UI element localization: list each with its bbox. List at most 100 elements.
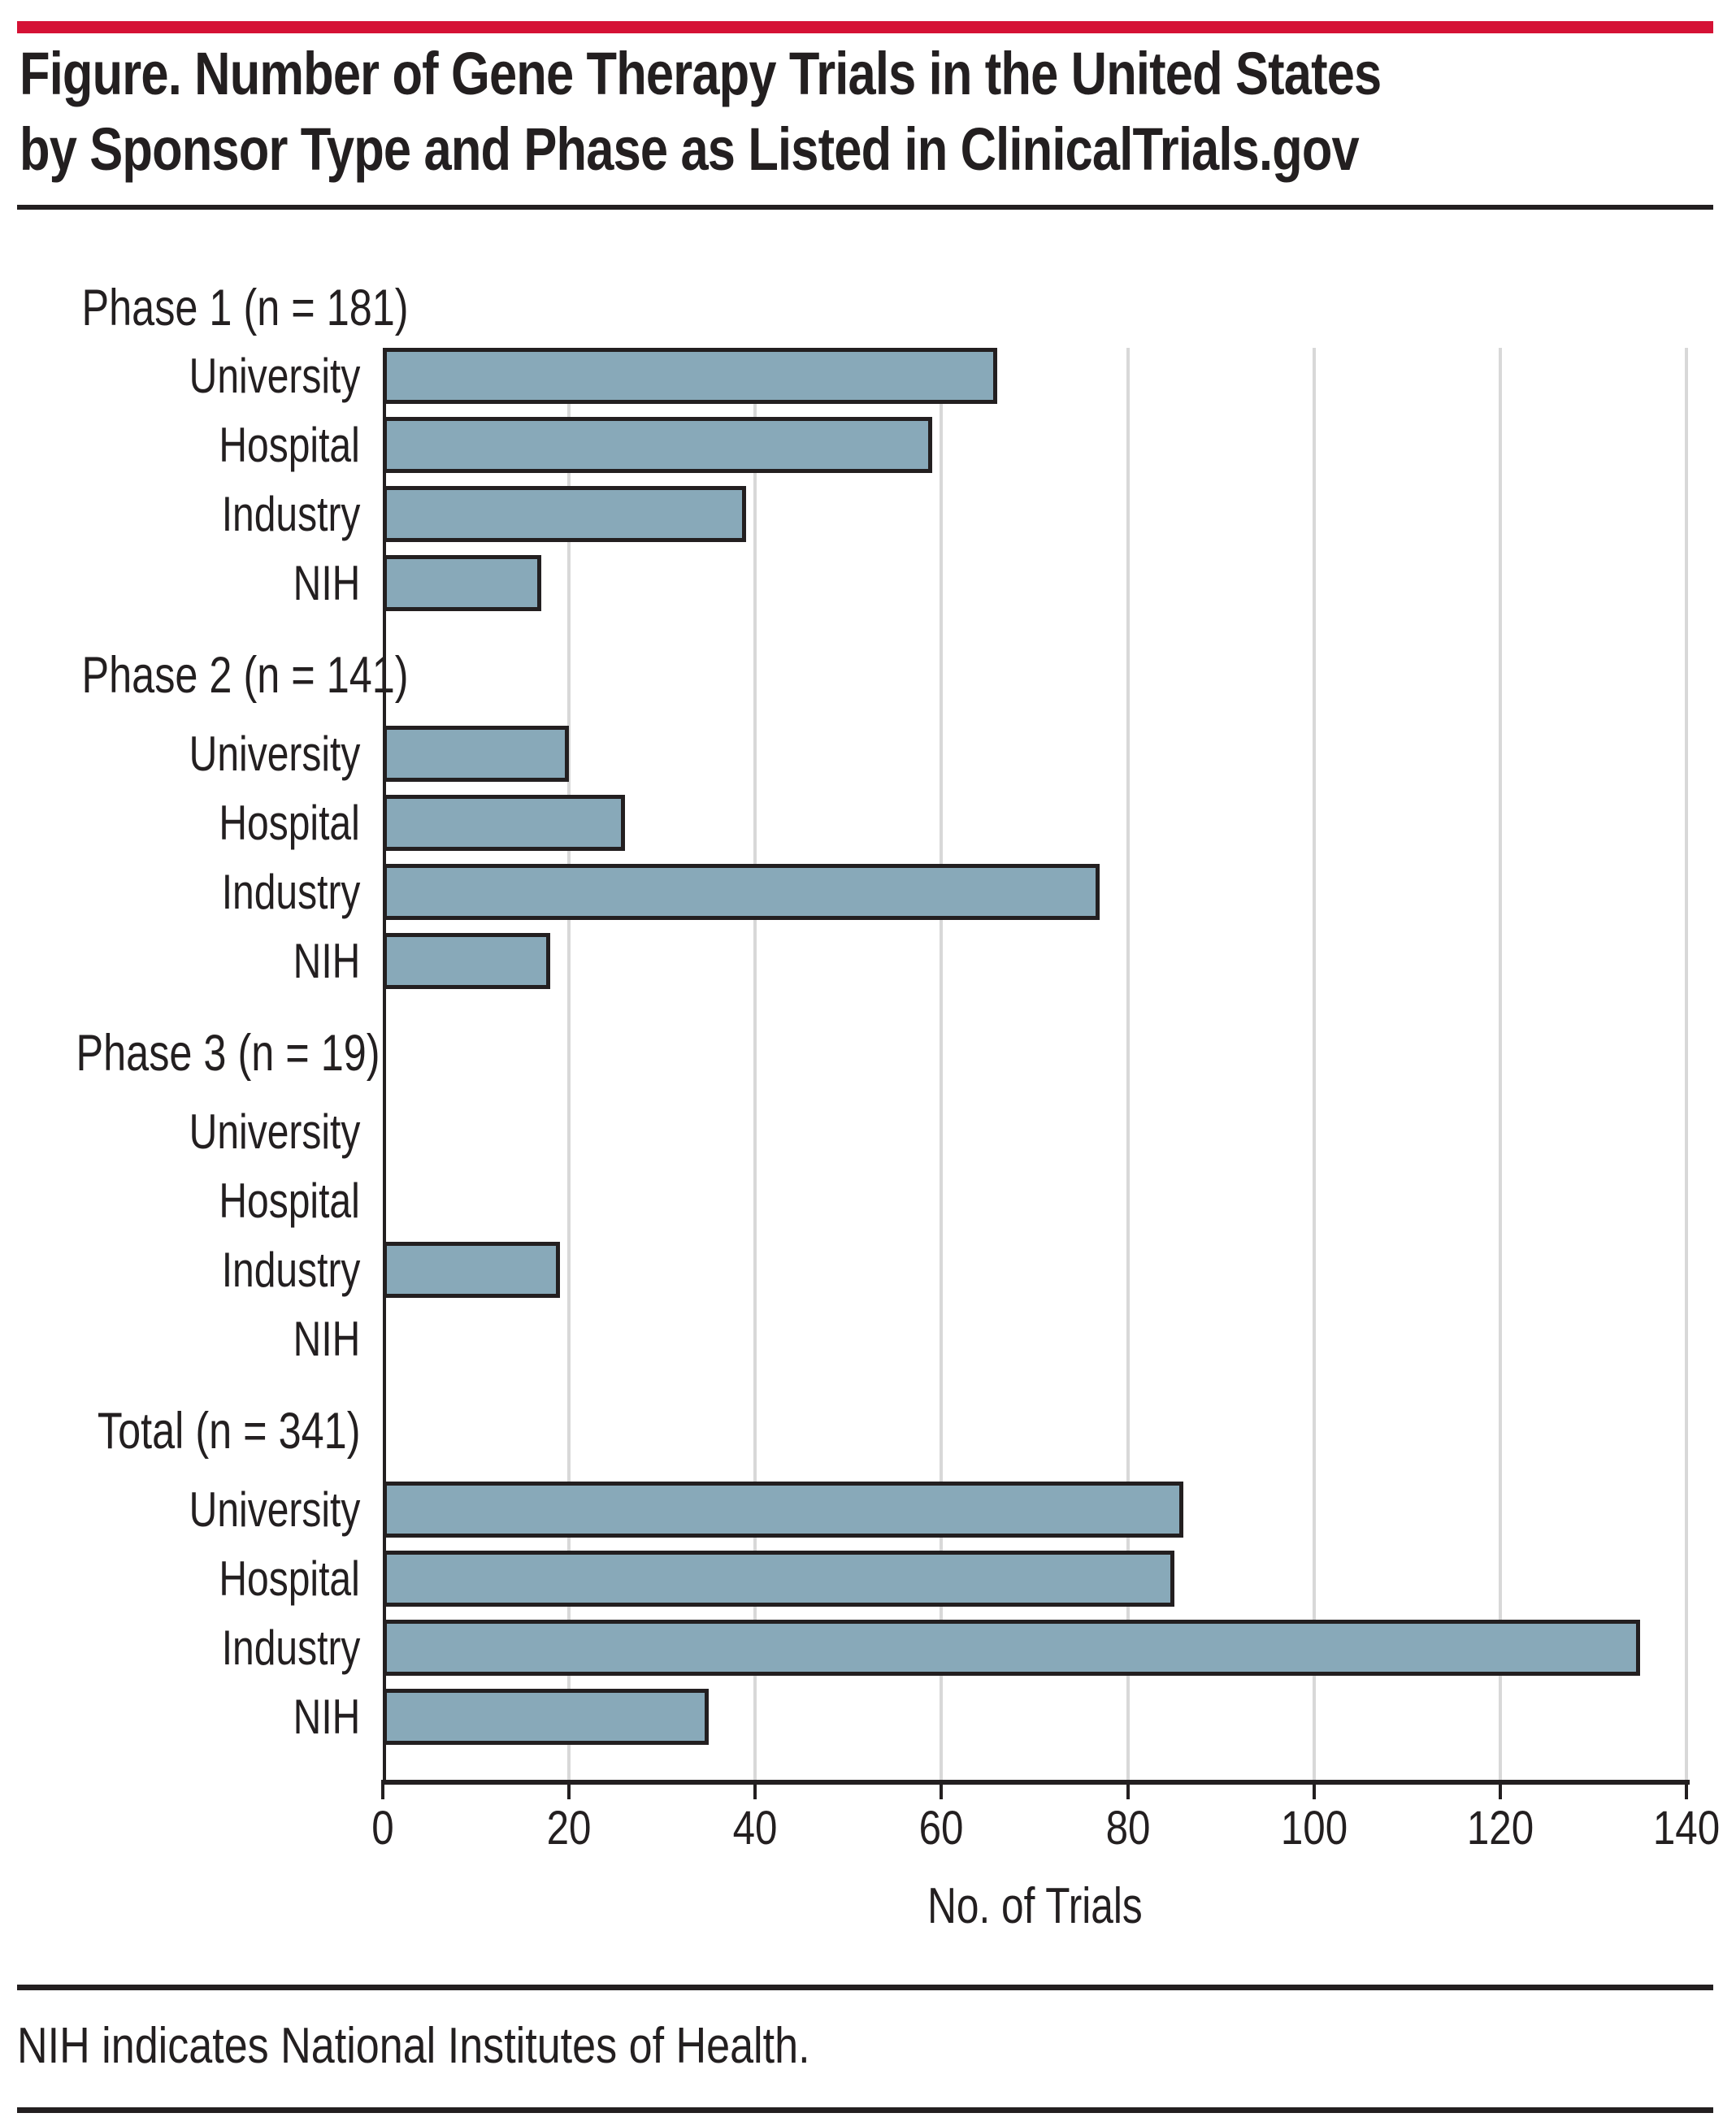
bar-label: Industry <box>0 486 360 542</box>
bar-label-text: Hospital <box>219 796 360 850</box>
plot-area <box>383 348 1688 1780</box>
bar-chart: Phase 1 (n = 181) University Hospital Indus… <box>0 268 1736 1780</box>
bar <box>383 1242 560 1298</box>
group-label: Phase 1 (n = 181) <box>0 279 409 337</box>
bar-label-text: Hospital <box>219 1551 360 1606</box>
bar-label-text: University <box>189 1482 360 1537</box>
bar-label-text: University <box>189 727 360 781</box>
group-label: Total (n = 341) <box>0 1402 360 1460</box>
bar-row: Hospital <box>0 795 1736 864</box>
bar-label: Hospital <box>0 795 360 851</box>
bar <box>383 864 1100 920</box>
x-axis-line <box>381 1780 1690 1785</box>
bar <box>383 1689 709 1745</box>
x-axis-tick <box>567 1785 571 1799</box>
group-row: Total (n = 341) <box>0 1380 1736 1482</box>
bar-label-text: NIH <box>293 556 360 610</box>
bar-label-text: Industry <box>221 1621 360 1675</box>
x-axis-tick-label: 100 <box>1280 1802 1348 1855</box>
x-axis-tick-label: 140 <box>1652 1802 1721 1855</box>
bar-label-text: University <box>189 349 360 403</box>
bar-row: Industry <box>0 486 1736 555</box>
bar-row: NIH <box>0 555 1736 624</box>
x-axis-title: No. of Trials <box>383 1877 1686 1935</box>
bar-label: Industry <box>0 1620 360 1676</box>
group-label-text: Phase 2 (n = 141) <box>81 646 409 704</box>
bar <box>383 1551 1174 1607</box>
x-axis-tick-label: 60 <box>919 1802 964 1855</box>
group-row: Phase 2 (n = 141) <box>0 624 1736 726</box>
chart-rows: Phase 1 (n = 181) University Hospital Indus… <box>0 268 1736 1758</box>
bar-row: NIH <box>0 933 1736 1002</box>
bar <box>383 417 932 473</box>
bar <box>383 1620 1640 1676</box>
bar-label: NIH <box>0 1689 360 1745</box>
gridline-100 <box>1312 348 1316 1780</box>
bar-label-text: NIH <box>293 934 360 988</box>
bar <box>383 726 569 782</box>
bar-label: Industry <box>0 864 360 920</box>
bar-label-text: University <box>189 1104 360 1159</box>
group-row: Phase 1 (n = 181) <box>0 268 1736 348</box>
x-axis-tick-label: 0 <box>371 1802 394 1855</box>
x-axis-tick <box>1685 1785 1688 1799</box>
title-divider <box>17 205 1713 210</box>
figure-title-line2: by Sponsor Type and Phase as Listed in C… <box>20 115 1360 183</box>
bar <box>383 933 550 989</box>
bar-label-text: NIH <box>293 1690 360 1744</box>
x-axis-title-text: No. of Trials <box>927 1878 1143 1934</box>
bar-row: Hospital <box>0 1551 1736 1620</box>
bar-label: University <box>0 1482 360 1538</box>
figure-title-line1: Figure. Number of Gene Therapy Trials in… <box>20 40 1382 107</box>
x-axis-tick-label: 120 <box>1466 1802 1534 1855</box>
figure-title: Figure. Number of Gene Therapy Trials in… <box>20 36 1382 187</box>
bar-label-text: NIH <box>293 1312 360 1366</box>
bar-row: Industry <box>0 1242 1736 1311</box>
x-axis-tick-label: 20 <box>546 1802 592 1855</box>
group-label: Phase 2 (n = 141) <box>0 646 409 705</box>
gridline-20 <box>567 348 571 1780</box>
bar-row: NIH <box>0 1689 1736 1758</box>
gridline-140 <box>1685 348 1688 1780</box>
bar <box>383 555 541 611</box>
x-axis-tick <box>1312 1785 1316 1799</box>
gridline-120 <box>1498 348 1502 1780</box>
group-label-text: Phase 3 (n = 19) <box>76 1024 380 1082</box>
x-axis-tick <box>381 1785 384 1799</box>
bar-row: Hospital <box>0 1173 1736 1242</box>
x-axis-tick <box>940 1785 944 1799</box>
bar-label: Hospital <box>0 1173 360 1229</box>
bar-label-text: Industry <box>221 1243 360 1297</box>
gridline-40 <box>753 348 757 1780</box>
bar-row: University <box>0 1104 1736 1173</box>
group-label-text: Total (n = 341) <box>97 1402 360 1460</box>
bar-label-text: Hospital <box>219 418 360 472</box>
bar <box>383 348 997 404</box>
x-axis-tick <box>753 1785 757 1799</box>
group-label: Phase 3 (n = 19) <box>0 1024 380 1083</box>
bar-label: NIH <box>0 933 360 989</box>
bar-label: University <box>0 1104 360 1160</box>
bar-row: Industry <box>0 1620 1736 1689</box>
x-axis-tick <box>1498 1785 1502 1799</box>
x-axis-tick-label: 80 <box>1105 1802 1150 1855</box>
footnote-divider-top <box>17 1985 1713 1990</box>
bar-label: NIH <box>0 555 360 611</box>
bar <box>383 1482 1183 1538</box>
bar-row: University <box>0 726 1736 795</box>
bar-label: University <box>0 726 360 782</box>
bar-row: University <box>0 348 1736 417</box>
gridline-60 <box>940 348 944 1780</box>
group-label-text: Phase 1 (n = 181) <box>81 280 409 336</box>
footnote: NIH indicates National Institutes of Hea… <box>17 2018 810 2074</box>
bar-label: Hospital <box>0 1551 360 1607</box>
bar <box>383 486 746 542</box>
bar-row: University <box>0 1482 1736 1551</box>
bar-row: Industry <box>0 864 1736 933</box>
bar-label: Industry <box>0 1242 360 1298</box>
bar-row: NIH <box>0 1311 1736 1380</box>
group-row: Phase 3 (n = 19) <box>0 1002 1736 1104</box>
bar-label: NIH <box>0 1311 360 1367</box>
bar-label-text: Industry <box>221 487 360 541</box>
